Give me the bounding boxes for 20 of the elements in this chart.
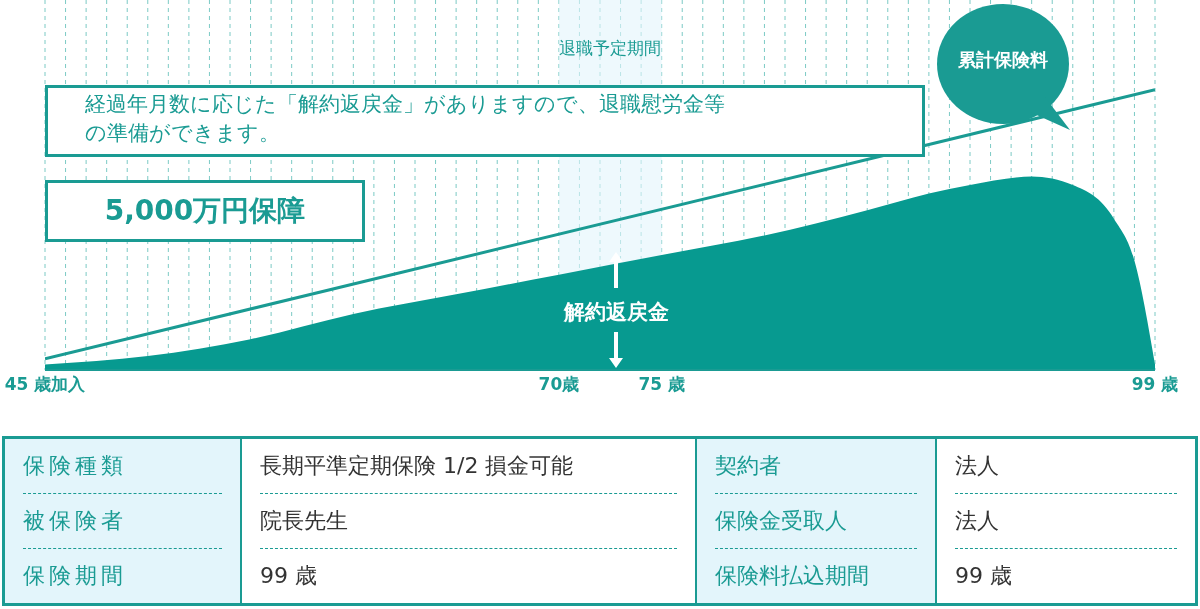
text: 長期平準定期保険 1/2 損金可能 (260, 452, 575, 480)
text: 累計保険料 (957, 48, 1049, 72)
text: 保険金受取人 (715, 493, 917, 548)
text: 法人 (955, 452, 1000, 480)
text: 院長先生 (260, 493, 677, 548)
text: 99 歳 (955, 548, 1177, 603)
text: 被保険者 (23, 493, 222, 548)
text: 契約者 (715, 452, 782, 480)
text: 法人 (955, 493, 1177, 548)
x-tick-label: 45 歳加入 (4, 374, 87, 395)
x-tick-label: 99 歳 (1131, 374, 1179, 395)
text: 99 歳 (260, 548, 677, 603)
band-label: 退職予定期間 (559, 38, 662, 59)
text: 保険料払込期間 (715, 548, 917, 603)
series-label: 解約返戻金 (562, 299, 670, 326)
x-tick-label: 70歳 (538, 374, 580, 395)
annotation: 経過年月数に応じた「解約返戻金」がありますので、退職慰労金等の準備ができます。 (85, 91, 726, 148)
x-tick-label: 75 歳 (638, 374, 685, 395)
text: 保険種類 (23, 452, 128, 480)
text: 保険期間 (23, 548, 222, 603)
